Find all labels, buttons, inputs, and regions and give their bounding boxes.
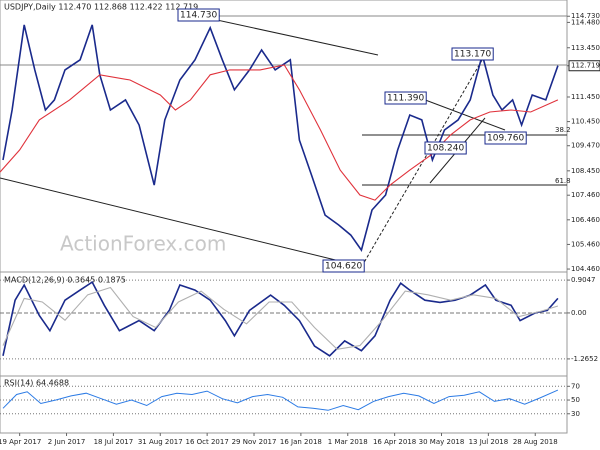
y-tick-label: 110.450 [571, 118, 600, 126]
y-tick-label: 105.460 [571, 240, 600, 248]
x-tick-label: 30 May 2018 [419, 438, 465, 446]
x-tick-label: 28 Aug 2018 [513, 438, 558, 446]
y-tick-label: 50 [571, 396, 580, 404]
x-tick-label: 31 Aug 2017 [138, 438, 183, 446]
y-tick-label: 114.480 [571, 18, 600, 26]
x-tick-label: 1 Mar 2018 [328, 438, 368, 446]
annotation: 38.2 [555, 126, 571, 134]
annotation-box [484, 131, 527, 145]
series-line [2, 24, 559, 252]
y-tick-label: 114.730 [571, 12, 600, 20]
x-tick-label: 16 Oct 2017 [186, 438, 229, 446]
annotation-box [384, 91, 427, 105]
macd-title: MACD(12,26,9) 0.3645 0.1875 [4, 276, 126, 285]
rsi-title: RSI(14) 64.4688 [4, 379, 69, 388]
series-line [2, 389, 559, 411]
frame [0, 0, 568, 434]
x-tick-label: 18 Jul 2017 [94, 438, 134, 446]
y-tick-label: 0.9047 [571, 276, 596, 284]
annotation: 113.170 [454, 50, 491, 60]
y-tick-label: 112.719 [571, 62, 600, 70]
channel-line [0, 177, 361, 267]
annotation: 114.730 [180, 11, 217, 21]
y-tick-label: 30 [571, 410, 580, 418]
y-tick-label: 107.460 [571, 191, 600, 199]
annotation: 104.620 [325, 262, 362, 272]
annotation-box [451, 47, 494, 61]
watermark: ActionForex.com [60, 232, 226, 256]
annotation: 109.760 [487, 134, 524, 144]
series-line [0, 64, 559, 201]
y-tick-label: 113.450 [571, 44, 600, 52]
annotation: 108.240 [427, 144, 464, 154]
y-tick-label: 108.450 [571, 167, 600, 175]
price-box [568, 60, 600, 72]
series-line [2, 286, 559, 350]
y-tick-label: 104.460 [571, 265, 600, 273]
y-tick-label: 111.450 [571, 93, 600, 101]
x-tick-label: 16 Apr 2018 [373, 438, 416, 446]
annotation-box [424, 141, 467, 155]
series-line [2, 280, 559, 357]
annotation: 111.390 [387, 94, 424, 104]
x-tick-label: 2 Jun 2017 [48, 438, 86, 446]
chart-title: USDJPY,Daily 112.470 112.868 112.422 112… [4, 3, 198, 12]
annotation: 61.8 [555, 177, 571, 185]
annotation-box [177, 8, 220, 22]
y-tick-label: 106.460 [571, 216, 600, 224]
annotation-box [322, 259, 365, 273]
x-tick-label: 13 Jul 2018 [469, 438, 509, 446]
x-tick-label: 16 Jan 2018 [280, 438, 322, 446]
y-tick-label: 0.00 [571, 309, 587, 317]
y-tick-label: -1.2652 [571, 355, 598, 363]
y-tick-label: 109.470 [571, 142, 600, 150]
x-tick-label: 19 Apr 2017 [0, 438, 41, 446]
y-tick-label: 70 [571, 382, 580, 390]
x-tick-label: 29 Nov 2017 [232, 438, 277, 446]
